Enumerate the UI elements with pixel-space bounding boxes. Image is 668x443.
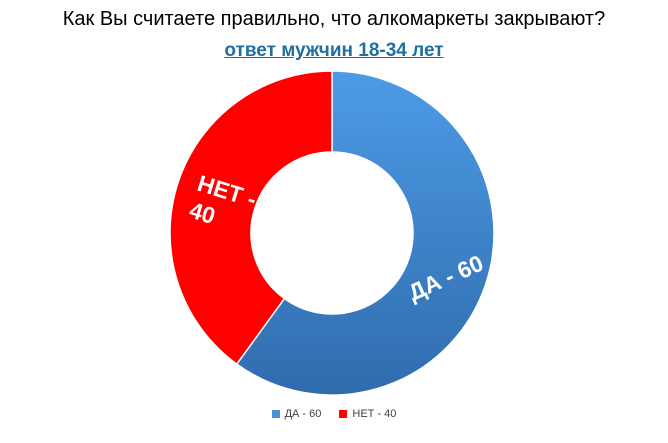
- legend-label-no: НЕТ - 40: [352, 408, 397, 420]
- legend-swatch-yes: [271, 410, 280, 418]
- chart-title: Как Вы считаете правильно, что алкомарке…: [62, 8, 606, 30]
- legend-item-yes: ДА - 60: [271, 408, 322, 420]
- donut-slice-yes: [235, 70, 495, 396]
- legend-item-no: НЕТ - 40: [339, 408, 396, 420]
- legend-label-yes: ДА - 60: [284, 408, 322, 420]
- legend-swatch-no: [339, 410, 348, 418]
- donut-slice-no: [169, 70, 333, 366]
- chart-subtitle: ответ мужчин 18-34 лет: [224, 40, 444, 61]
- legend: ДА - 60 НЕТ - 40: [0, 408, 668, 420]
- donut-slices: [169, 70, 495, 396]
